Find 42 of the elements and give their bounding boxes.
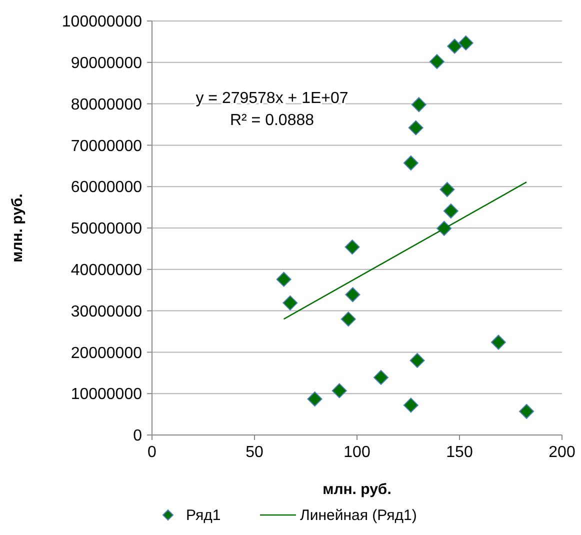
point: [443, 204, 458, 219]
point: [345, 287, 360, 302]
y-tick-label: 100000000: [62, 14, 142, 31]
x-tick-label: 200: [548, 444, 576, 461]
point: [440, 182, 455, 197]
y-tick-label: 30000000: [70, 303, 142, 320]
y-tick-label: 60000000: [70, 179, 142, 196]
y-tick-label: 0: [133, 428, 142, 445]
x-tick-label: 150: [446, 444, 473, 461]
point: [411, 97, 426, 112]
point: [403, 398, 418, 413]
x-axis-title: млн. руб.: [322, 481, 392, 498]
y-tick-label: 10000000: [70, 386, 142, 404]
point: [403, 156, 418, 170]
point: [307, 391, 322, 406]
x-tick-label: 50: [246, 444, 264, 461]
point: [340, 312, 356, 327]
point: [429, 54, 444, 70]
point: [490, 334, 506, 350]
legend-label: Ряд1: [186, 507, 221, 524]
y-tick-label: 20000000: [70, 344, 142, 362]
y-tick-label: 40000000: [70, 262, 142, 279]
point: [282, 295, 298, 310]
point: [519, 404, 534, 419]
x-tick-label: 100: [344, 444, 370, 461]
x-tick-label: 0: [148, 444, 157, 461]
point: [408, 120, 424, 136]
y-axis-title: млн. руб.: [9, 194, 26, 262]
legend-label: Линейная (Ряд1): [300, 507, 417, 524]
point: [458, 35, 474, 50]
point: [344, 240, 360, 255]
annotation: R² = 0.0888: [230, 112, 314, 129]
point: [410, 352, 425, 368]
point: [276, 272, 292, 287]
point: [332, 383, 347, 398]
point: [447, 38, 462, 54]
annotation: y = 279578x + 1E+07: [196, 90, 348, 107]
y-tick-label: 50000000: [70, 220, 142, 238]
point: [373, 370, 388, 385]
y-tick-label: 80000000: [70, 96, 142, 114]
y-tick-label: 90000000: [70, 55, 142, 72]
y-tick-label: 70000000: [70, 138, 142, 155]
